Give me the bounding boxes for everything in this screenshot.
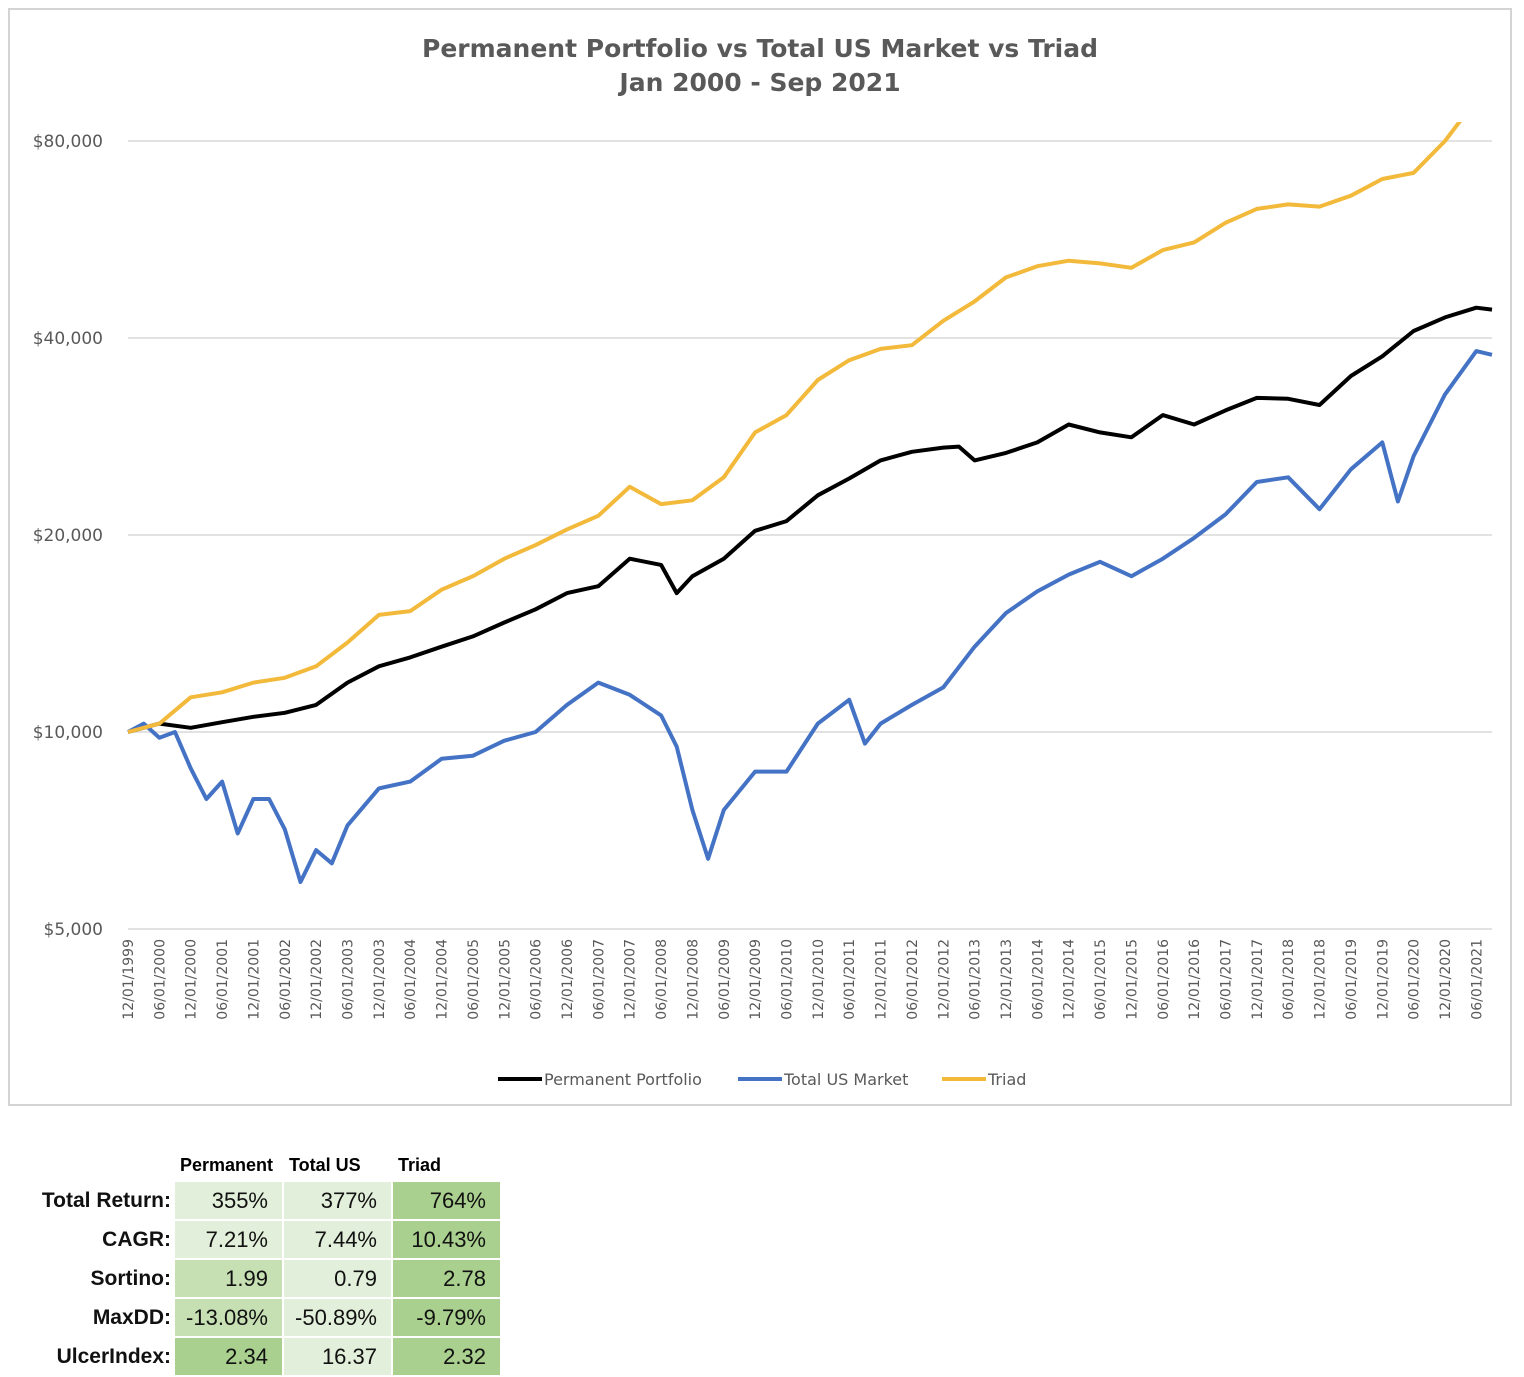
stats-row-label: CAGR: bbox=[102, 1227, 171, 1251]
x-tick-label-27: 06/01/2013 bbox=[968, 939, 984, 1020]
x-tick-label-35: 06/01/2017 bbox=[1218, 939, 1234, 1020]
x-tick-label-19: 06/01/2009 bbox=[717, 939, 733, 1020]
x-tick-label-21: 06/01/2010 bbox=[779, 939, 795, 1020]
x-tick-label-1: 06/01/2000 bbox=[152, 939, 168, 1020]
x-tick-label-28: 12/01/2013 bbox=[999, 939, 1015, 1020]
stats-cell: 377% bbox=[282, 1180, 393, 1221]
stats-cell: 2.32 bbox=[391, 1336, 502, 1377]
stats-cell: 7.21% bbox=[173, 1219, 284, 1260]
x-tick-label-26: 12/01/2012 bbox=[936, 939, 952, 1020]
stats-header-row: Permanent Total US Triad bbox=[28, 1150, 501, 1181]
stats-cell: 2.34 bbox=[173, 1336, 284, 1377]
chart-title-line-1: Permanent Portfolio vs Total US Market v… bbox=[422, 34, 1098, 63]
x-tick-label-22: 12/01/2010 bbox=[811, 939, 827, 1020]
stats-header-triad: Triad bbox=[398, 1154, 442, 1175]
x-tick-label-40: 12/01/2019 bbox=[1375, 939, 1391, 1020]
x-tick-label-3: 06/01/2001 bbox=[215, 939, 231, 1020]
stats-table: Permanent Total US Triad Total Return: 35… bbox=[28, 1150, 502, 1377]
x-tick-label-17: 06/01/2008 bbox=[654, 939, 670, 1020]
stats-row: Total Return: 355% 377% 764% bbox=[28, 1180, 502, 1221]
x-tick-label-2: 12/01/2000 bbox=[184, 939, 200, 1020]
stats-corner-cell bbox=[28, 1150, 174, 1181]
series-line-triad bbox=[127, 122, 1462, 734]
legend-label-triad: Triad bbox=[987, 1070, 1026, 1089]
stats-cell: 0.79 bbox=[282, 1258, 393, 1299]
stats-cell: 2.78 bbox=[391, 1258, 502, 1299]
stats-row-label: MaxDD: bbox=[92, 1305, 171, 1329]
x-tick-label-15: 06/01/2007 bbox=[591, 939, 607, 1020]
x-tick-label-34: 12/01/2016 bbox=[1187, 939, 1203, 1020]
stats-row: UlcerIndex: 2.34 16.37 2.32 bbox=[28, 1336, 502, 1377]
stats-row-label: Total Return: bbox=[41, 1188, 171, 1212]
stats-body: Total Return: 355% 377% 764% CAGR: 7.21% 7.44%… bbox=[28, 1180, 502, 1377]
stats-cell: 10.43% bbox=[391, 1219, 502, 1260]
x-tick-label-0: 12/01/1999 bbox=[121, 939, 137, 1020]
x-tick-label-9: 06/01/2004 bbox=[403, 939, 419, 1020]
x-tick-label-24: 12/01/2011 bbox=[874, 939, 890, 1020]
stats-cell: -9.79% bbox=[391, 1297, 502, 1338]
x-tick-label-32: 12/01/2015 bbox=[1124, 939, 1140, 1020]
chart-title-line-2: Jan 2000 - Sep 2021 bbox=[617, 68, 900, 97]
x-tick-label-29: 06/01/2014 bbox=[1030, 939, 1046, 1020]
y-tick-label-20000: $20,000 bbox=[33, 526, 103, 546]
x-tick-label-10: 12/01/2004 bbox=[435, 939, 451, 1020]
x-tick-label-14: 12/01/2006 bbox=[560, 939, 576, 1020]
y-tick-label-40000: $40,000 bbox=[33, 329, 103, 349]
x-tick-label-25: 06/01/2012 bbox=[905, 939, 921, 1020]
line-chart: Permanent Portfolio vs Total US Market v… bbox=[33, 34, 1493, 1089]
stats-header-total-us: Total US bbox=[289, 1154, 361, 1175]
series-line-total-us-market bbox=[127, 349, 1493, 884]
x-tick-label-41: 06/01/2020 bbox=[1407, 939, 1423, 1020]
y-tick-label-80000: $80,000 bbox=[33, 132, 103, 152]
stats-row: MaxDD: -13.08% -50.89% -9.79% bbox=[28, 1297, 502, 1338]
x-tick-label-12: 12/01/2005 bbox=[497, 939, 513, 1020]
x-tick-label-11: 06/01/2005 bbox=[466, 939, 482, 1020]
x-tick-label-20: 12/01/2009 bbox=[748, 939, 764, 1020]
x-tick-label-43: 06/01/2021 bbox=[1469, 939, 1485, 1020]
stats-row-label: Sortino: bbox=[90, 1266, 171, 1290]
stats-cell: 7.44% bbox=[282, 1219, 393, 1260]
x-tick-label-16: 12/01/2007 bbox=[623, 939, 639, 1020]
stats-cell: 764% bbox=[391, 1180, 502, 1221]
stats-cell: 1.99 bbox=[173, 1258, 284, 1299]
stats-cell: 16.37 bbox=[282, 1336, 393, 1377]
stats-cell: 355% bbox=[173, 1180, 284, 1221]
stats-row: CAGR: 7.21% 7.44% 10.43% bbox=[28, 1219, 502, 1260]
y-tick-label-10000: $10,000 bbox=[33, 723, 103, 743]
x-tick-label-31: 06/01/2015 bbox=[1093, 939, 1109, 1020]
y-tick-label-5000: $5,000 bbox=[44, 920, 103, 940]
x-tick-label-5: 06/01/2002 bbox=[278, 939, 294, 1020]
x-tick-label-36: 12/01/2017 bbox=[1250, 939, 1266, 1020]
legend-label-permanent-portfolio: Permanent Portfolio bbox=[544, 1070, 702, 1089]
x-tick-label-38: 12/01/2018 bbox=[1313, 939, 1329, 1020]
stats-cell: -50.89% bbox=[282, 1297, 393, 1338]
x-tick-label-6: 12/01/2002 bbox=[309, 939, 325, 1020]
x-tick-label-39: 06/01/2019 bbox=[1344, 939, 1360, 1020]
x-tick-label-18: 12/01/2008 bbox=[685, 939, 701, 1020]
x-tick-label-13: 06/01/2006 bbox=[529, 939, 545, 1020]
chart-frame: Permanent Portfolio vs Total US Market v… bbox=[8, 8, 1512, 1106]
stats-header-permanent: Permanent bbox=[180, 1154, 274, 1175]
x-tick-label-33: 06/01/2016 bbox=[1156, 939, 1172, 1020]
x-tick-label-42: 12/01/2020 bbox=[1438, 939, 1454, 1020]
x-tick-label-23: 06/01/2011 bbox=[842, 939, 858, 1020]
x-tick-label-8: 12/01/2003 bbox=[372, 939, 388, 1020]
stats-row: Sortino: 1.99 0.79 2.78 bbox=[28, 1258, 502, 1299]
x-tick-label-4: 12/01/2001 bbox=[246, 939, 262, 1020]
x-tick-label-7: 06/01/2003 bbox=[340, 939, 356, 1020]
x-tick-label-30: 12/01/2014 bbox=[1062, 939, 1078, 1020]
stats-row-label: UlcerIndex: bbox=[56, 1344, 171, 1368]
legend-label-total-us-market: Total US Market bbox=[783, 1070, 908, 1089]
series-line-permanent-portfolio bbox=[127, 305, 1493, 734]
stats-cell: -13.08% bbox=[173, 1297, 284, 1338]
x-tick-label-37: 06/01/2018 bbox=[1281, 939, 1297, 1020]
